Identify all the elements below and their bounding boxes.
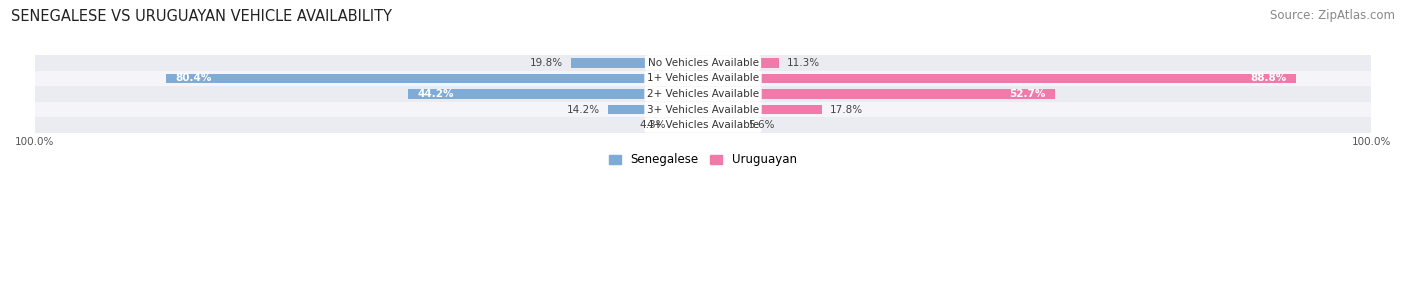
Bar bbox=[609, 105, 703, 114]
Bar bbox=[35, 71, 1371, 86]
Text: 5.6%: 5.6% bbox=[748, 120, 775, 130]
Text: 4+ Vehicles Available: 4+ Vehicles Available bbox=[647, 120, 759, 130]
Text: 11.3%: 11.3% bbox=[786, 58, 820, 68]
Text: 1+ Vehicles Available: 1+ Vehicles Available bbox=[647, 74, 759, 84]
Bar bbox=[571, 58, 703, 68]
Text: 17.8%: 17.8% bbox=[830, 105, 863, 115]
Text: 2+ Vehicles Available: 2+ Vehicles Available bbox=[647, 89, 759, 99]
Text: 80.4%: 80.4% bbox=[176, 74, 212, 84]
Text: 3+ Vehicles Available: 3+ Vehicles Available bbox=[647, 105, 759, 115]
Bar bbox=[703, 74, 1296, 83]
Bar bbox=[166, 74, 703, 83]
Legend: Senegalese, Uruguayan: Senegalese, Uruguayan bbox=[606, 150, 800, 170]
Text: 14.2%: 14.2% bbox=[567, 105, 600, 115]
Bar bbox=[675, 120, 703, 130]
Bar bbox=[703, 58, 779, 68]
Bar bbox=[703, 89, 1054, 99]
Bar bbox=[703, 105, 823, 114]
Bar bbox=[35, 102, 1371, 117]
Text: No Vehicles Available: No Vehicles Available bbox=[648, 58, 758, 68]
Text: 19.8%: 19.8% bbox=[530, 58, 562, 68]
Text: 88.8%: 88.8% bbox=[1250, 74, 1286, 84]
Text: 4.3%: 4.3% bbox=[640, 120, 666, 130]
Text: 44.2%: 44.2% bbox=[418, 89, 454, 99]
Bar bbox=[35, 55, 1371, 71]
Bar bbox=[703, 120, 741, 130]
Bar bbox=[35, 86, 1371, 102]
Text: SENEGALESE VS URUGUAYAN VEHICLE AVAILABILITY: SENEGALESE VS URUGUAYAN VEHICLE AVAILABI… bbox=[11, 9, 392, 23]
Text: Source: ZipAtlas.com: Source: ZipAtlas.com bbox=[1270, 9, 1395, 21]
Bar bbox=[408, 89, 703, 99]
Bar bbox=[35, 117, 1371, 133]
Text: 52.7%: 52.7% bbox=[1008, 89, 1045, 99]
